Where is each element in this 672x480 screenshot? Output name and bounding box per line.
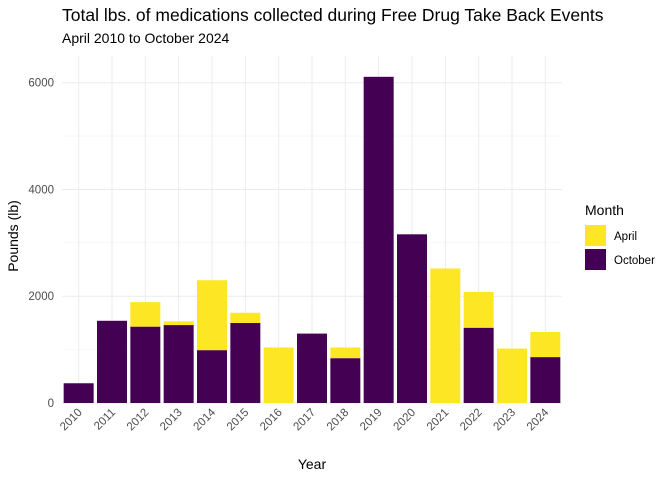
x-axis-ticks: 2010 2011 2012 2013 2014 2015 2016 2017 2018 2019… <box>58 406 552 433</box>
x-tick-label: 2017 <box>292 407 319 434</box>
legend-swatch-april <box>585 225 606 246</box>
x-tick-label: 2014 <box>192 406 219 433</box>
bar-october-2015 <box>230 322 261 403</box>
y-axis-ticks: 0 2000 4000 6000 <box>28 78 54 410</box>
x-tick-label: 2011 <box>92 407 118 433</box>
bar-april-2012 <box>130 302 161 327</box>
bar-april-2022 <box>463 291 494 328</box>
legend-label-april: April <box>614 231 637 243</box>
legend-label-october: October <box>614 255 655 267</box>
chart-title: Total lbs. of medications collected duri… <box>62 5 604 25</box>
bar-april-2024 <box>530 331 561 358</box>
bar-april-2016 <box>263 347 294 403</box>
x-tick-label: 2018 <box>325 407 352 434</box>
bar-october-2019 <box>363 76 394 403</box>
bars <box>63 76 561 403</box>
legend: Month April October <box>585 202 655 270</box>
bar-october-2011 <box>97 320 127 403</box>
x-tick-label: 2016 <box>258 407 285 434</box>
x-tick-label: 2010 <box>58 407 85 434</box>
bar-october-2024 <box>530 357 561 403</box>
x-tick-label: 2023 <box>492 407 519 434</box>
x-tick-label: 2015 <box>225 407 252 434</box>
x-tick-label: 2012 <box>125 407 152 434</box>
x-tick-label: 2021 <box>425 407 452 434</box>
bar-october-2020 <box>397 234 427 403</box>
bar-april-2023 <box>497 348 527 403</box>
bar-april-2013 <box>163 321 194 326</box>
bar-april-2021 <box>430 268 461 403</box>
bar-april-2014 <box>197 280 227 351</box>
x-tick-label: 2022 <box>458 407 485 434</box>
legend-title: Month <box>585 202 624 218</box>
y-tick-label: 4000 <box>28 184 54 196</box>
y-tick-label: 0 <box>48 398 54 410</box>
x-axis-title: Year <box>298 456 327 472</box>
bar-april-2018 <box>330 347 361 359</box>
bar-october-2018 <box>330 358 361 403</box>
x-tick-label: 2024 <box>525 406 552 433</box>
x-tick-label: 2019 <box>358 407 385 434</box>
y-axis-title: Pounds (lb) <box>5 200 21 272</box>
y-tick-label: 6000 <box>28 78 54 90</box>
bar-october-2014 <box>197 350 227 403</box>
x-tick-label: 2013 <box>158 407 185 434</box>
y-tick-label: 2000 <box>28 291 54 303</box>
bar-october-2017 <box>297 333 327 403</box>
x-tick-label: 2020 <box>392 407 419 434</box>
bar-october-2013 <box>163 325 194 403</box>
legend-swatch-october <box>585 249 606 270</box>
chart-subtitle: April 2010 to October 2024 <box>62 30 230 46</box>
bar-april-2015 <box>230 312 261 323</box>
bar-october-2010 <box>63 383 94 403</box>
bar-october-2022 <box>463 327 494 403</box>
bar-october-2012 <box>130 326 161 403</box>
